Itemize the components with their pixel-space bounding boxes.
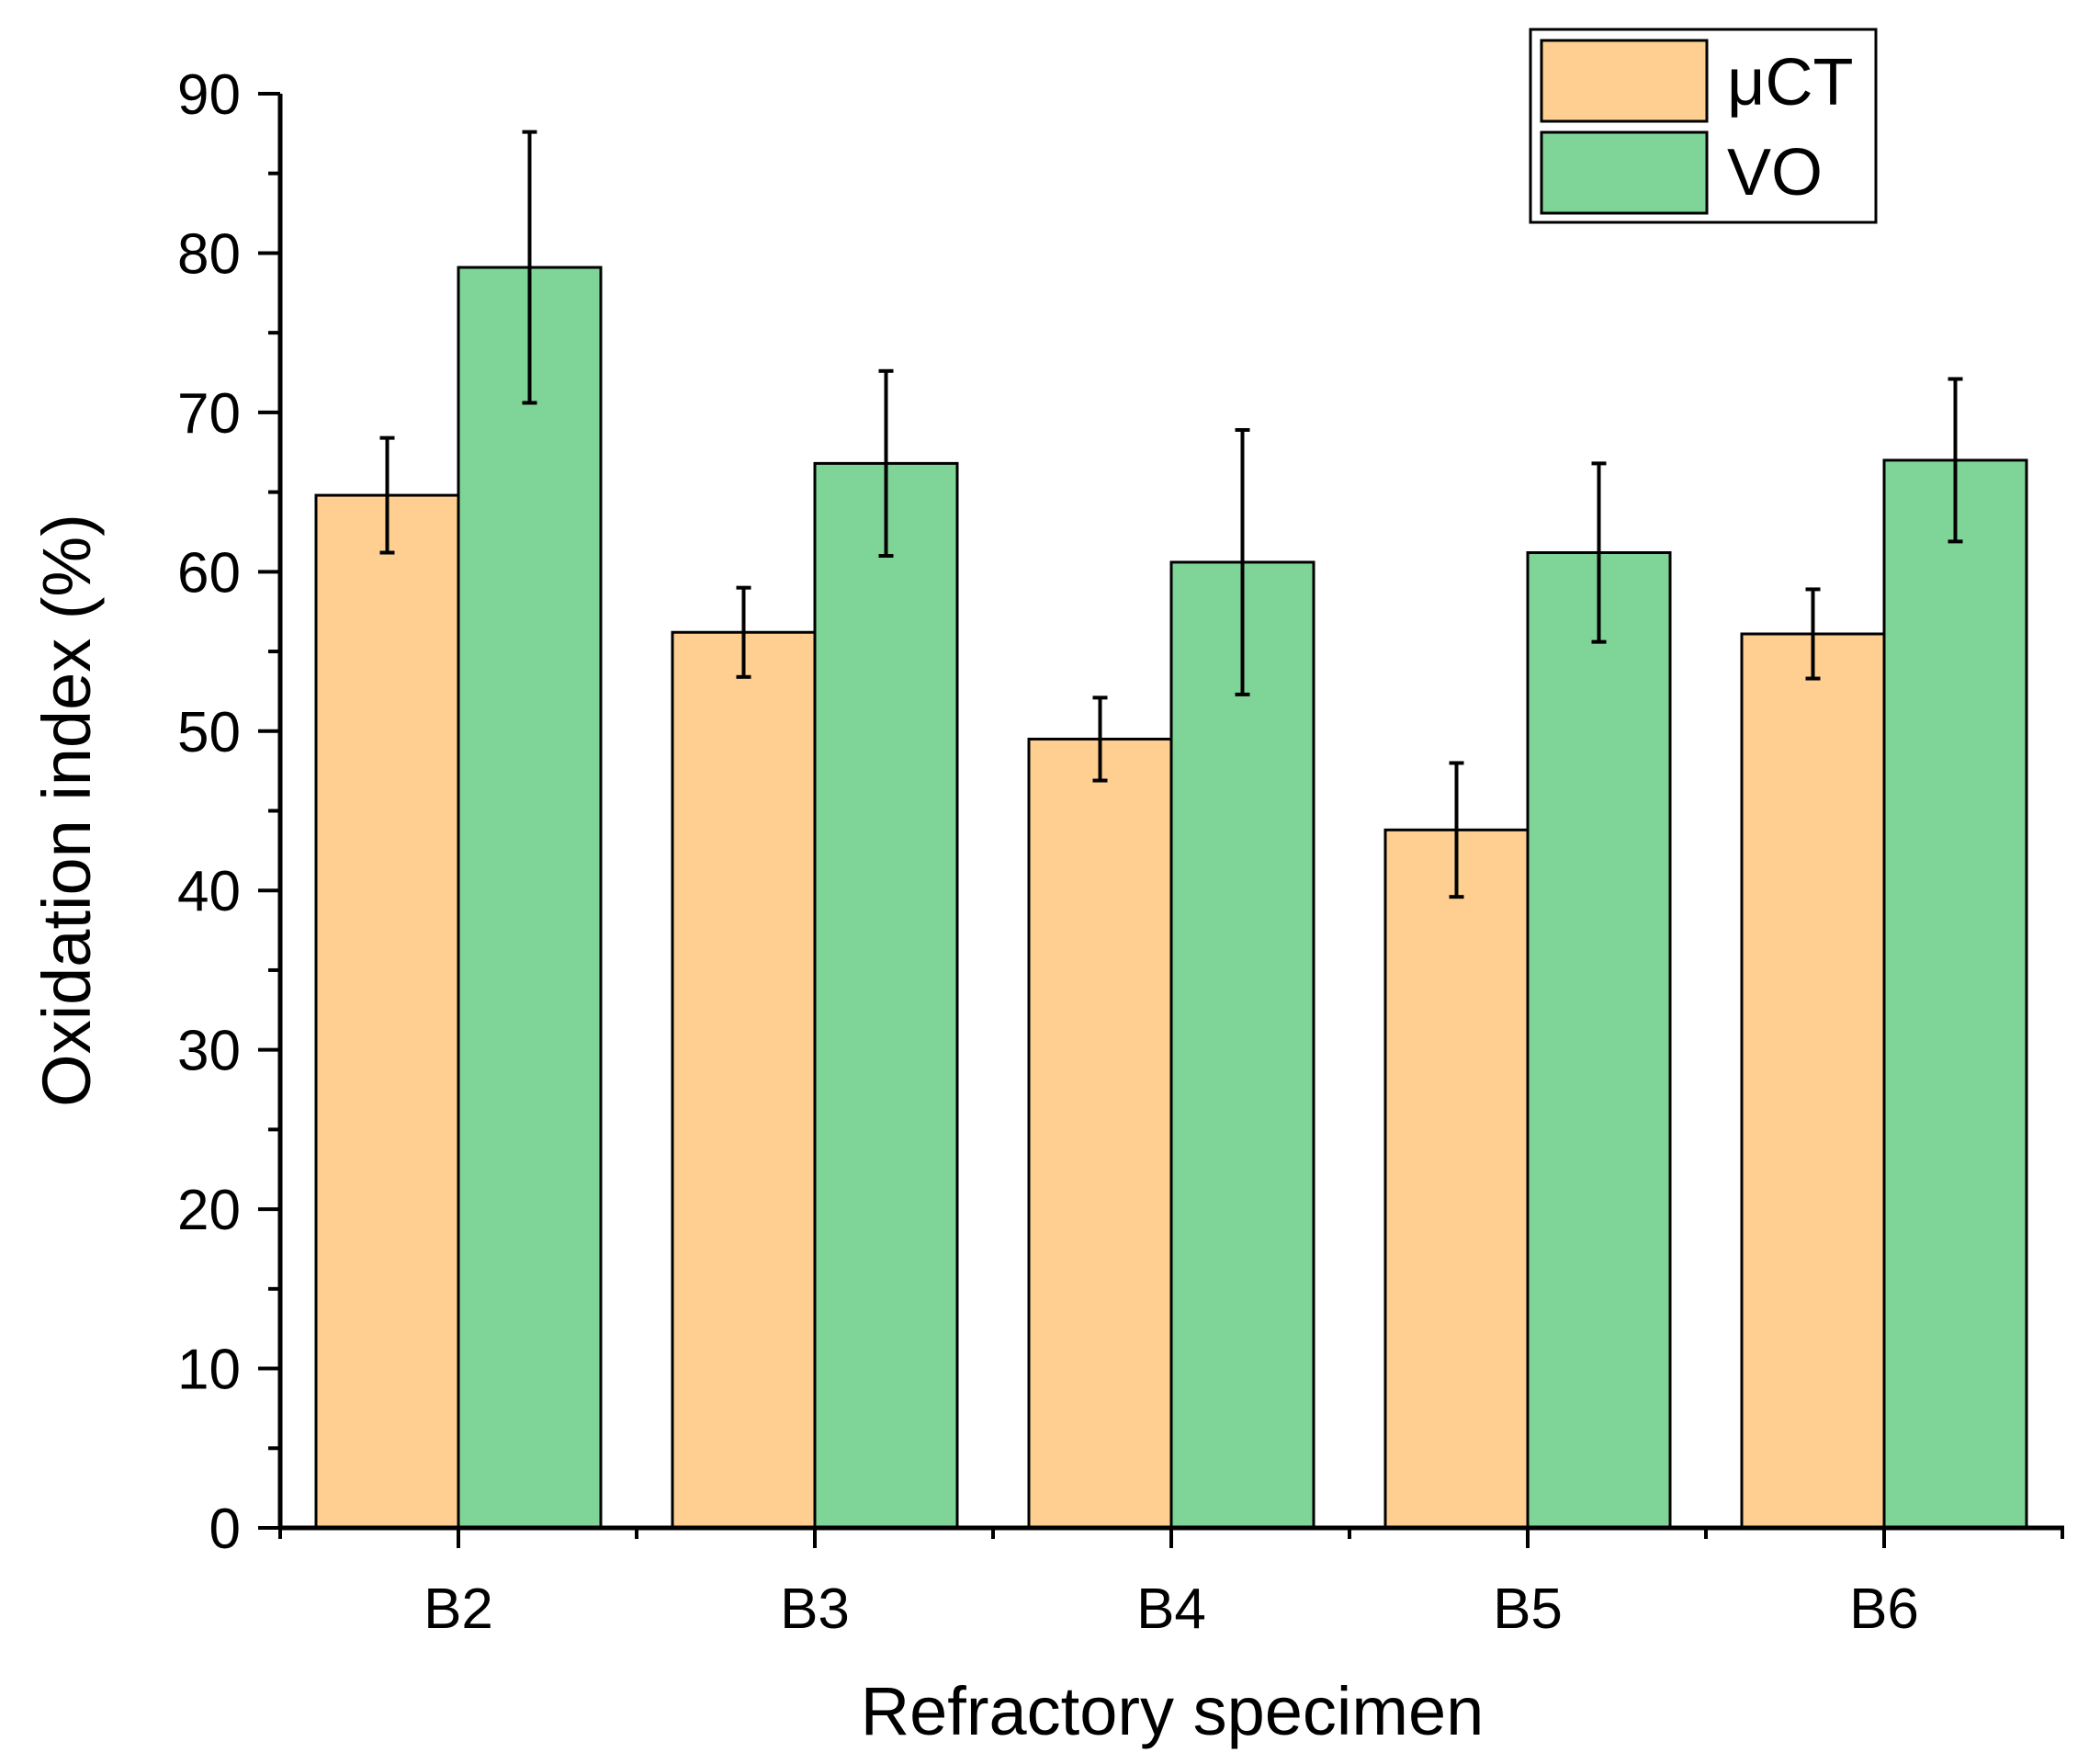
y-tick-label-60: 60	[177, 541, 241, 605]
errorbar-vo-b4	[1235, 427, 1250, 696]
y-tick-label-90: 90	[177, 63, 241, 127]
bar-uct-b3	[671, 630, 817, 1530]
bars-layer	[314, 266, 2028, 1530]
y-tick-label-0: 0	[209, 1498, 241, 1561]
x-tick-label-b5: B5	[1493, 1577, 1563, 1641]
y-tick-label-80: 80	[177, 222, 241, 286]
errorbar-uct-b6	[1805, 587, 1821, 681]
x-ticks: B2 B3 B4 B5 B6	[278, 1528, 2064, 1641]
legend-label-uct: μCT	[1727, 46, 1853, 119]
bar-vo-b2	[457, 266, 603, 1530]
legend-swatch-vo	[1540, 130, 1709, 215]
y-tick-label-40: 40	[177, 860, 241, 923]
x-tick-label-b6: B6	[1849, 1577, 1919, 1641]
y-tick-label-50: 50	[177, 701, 241, 764]
y-tick-label-30: 30	[177, 1020, 241, 1083]
errorbars-layer	[379, 130, 1963, 899]
legend-label-vo: VO	[1727, 136, 1823, 209]
errorbar-uct-b4	[1092, 695, 1108, 783]
errorbar-uct-b5	[1449, 761, 1464, 899]
bar-vo-b6	[1882, 458, 2028, 1530]
errorbar-vo-b5	[1591, 461, 1607, 644]
bar-vo-b4	[1169, 560, 1316, 1530]
y-axis-title: Oxidation index (%)	[28, 514, 105, 1107]
y-tick-label-70: 70	[177, 382, 241, 446]
bar-uct-b4	[1027, 737, 1173, 1530]
x-tick-label-b4: B4	[1136, 1577, 1206, 1641]
bar-vo-b3	[813, 461, 959, 1530]
errorbar-vo-b3	[878, 368, 894, 558]
legend: μCT VO	[1529, 28, 1878, 224]
errorbar-vo-b2	[522, 130, 537, 405]
errorbar-uct-b2	[379, 435, 395, 555]
x-axis-title: Refractory specimen	[861, 1673, 1485, 1749]
y-tick-label-20: 20	[177, 1179, 241, 1242]
legend-swatch-uct	[1540, 39, 1709, 123]
x-tick-label-b3: B3	[780, 1577, 850, 1641]
y-tick-label-10: 10	[177, 1339, 241, 1402]
bar-uct-b6	[1740, 632, 1886, 1530]
errorbar-vo-b6	[1948, 377, 1963, 544]
errorbar-uct-b3	[736, 585, 751, 679]
y-ticks: 0 10 20 30 40 50 60 70 80 90	[177, 63, 280, 1561]
x-tick-label-b2: B2	[423, 1577, 493, 1641]
bar-uct-b5	[1383, 828, 1530, 1530]
bar-uct-b2	[314, 493, 460, 1530]
bar-vo-b5	[1526, 551, 1672, 1530]
